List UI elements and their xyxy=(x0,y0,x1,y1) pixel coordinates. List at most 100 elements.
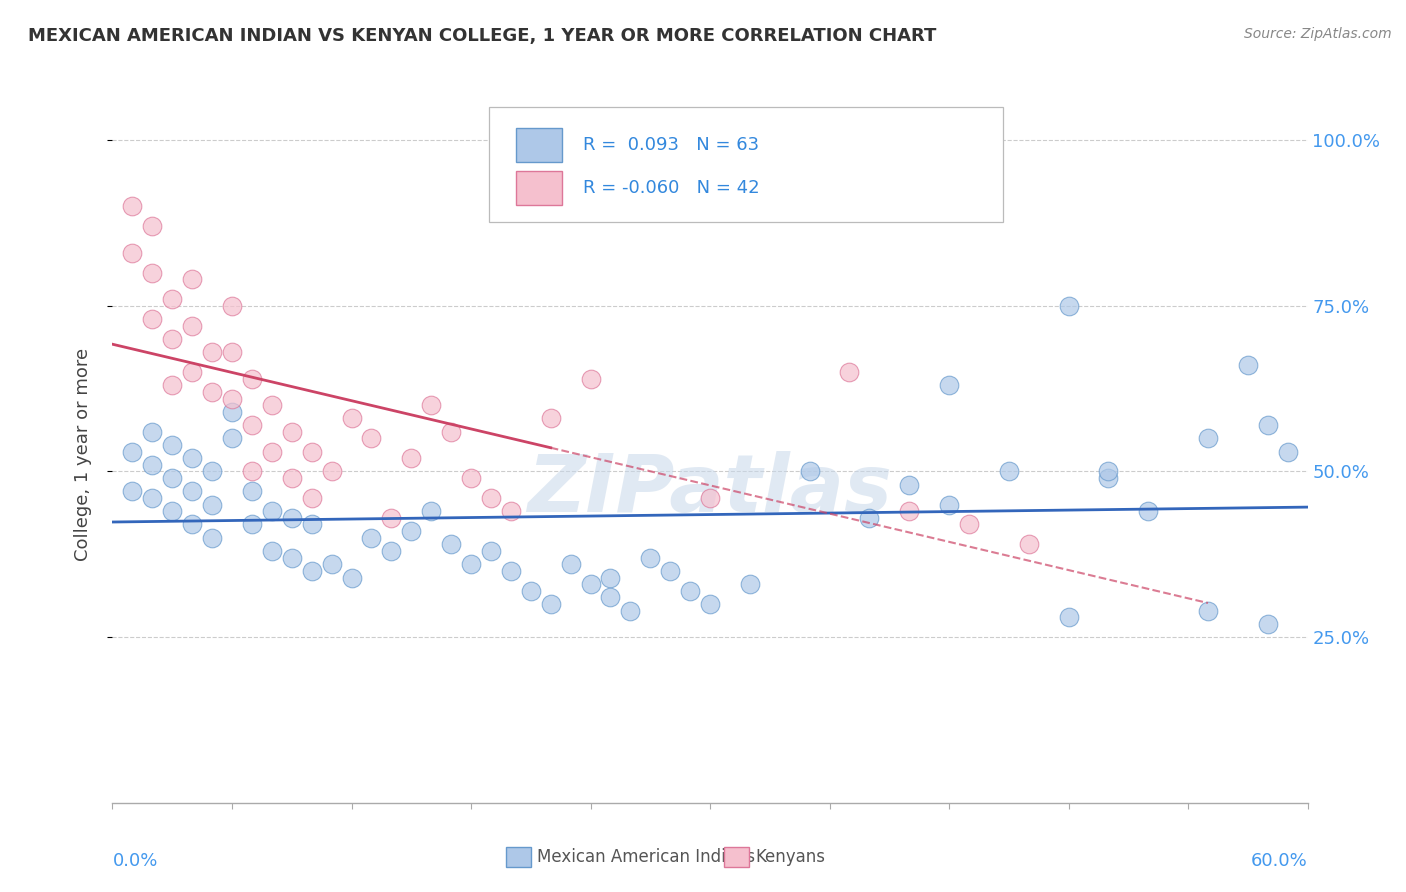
Point xyxy=(162,332,183,346)
Point xyxy=(162,292,183,306)
Point xyxy=(520,583,543,598)
Point xyxy=(201,384,224,399)
Point xyxy=(799,465,821,479)
Point xyxy=(221,299,243,313)
Point xyxy=(998,465,1021,479)
Point xyxy=(1097,465,1119,479)
Point xyxy=(181,272,204,286)
Point xyxy=(738,577,761,591)
Text: MEXICAN AMERICAN INDIAN VS KENYAN COLLEGE, 1 YEAR OR MORE CORRELATION CHART: MEXICAN AMERICAN INDIAN VS KENYAN COLLEG… xyxy=(28,27,936,45)
Point xyxy=(957,517,980,532)
Point xyxy=(221,345,243,359)
Text: ZIPatlas: ZIPatlas xyxy=(527,450,893,529)
Point xyxy=(1018,537,1040,551)
Point xyxy=(181,451,204,466)
Point xyxy=(1257,616,1279,631)
Point xyxy=(260,398,283,412)
Point xyxy=(321,465,343,479)
Point xyxy=(141,312,163,326)
Point xyxy=(380,511,402,525)
Point xyxy=(460,558,482,572)
Point xyxy=(162,438,183,452)
Point xyxy=(281,511,304,525)
Point xyxy=(401,451,423,466)
Point xyxy=(440,537,463,551)
Point xyxy=(401,524,423,538)
Y-axis label: College, 1 year or more: College, 1 year or more xyxy=(73,349,91,561)
Point xyxy=(579,577,602,591)
Point xyxy=(638,550,662,565)
Point xyxy=(360,431,382,445)
Point xyxy=(141,425,163,439)
Point xyxy=(301,564,323,578)
Text: R =  0.093   N = 63: R = 0.093 N = 63 xyxy=(583,136,759,154)
Point xyxy=(221,431,243,445)
Point xyxy=(1237,359,1260,373)
Text: R = -0.060   N = 42: R = -0.060 N = 42 xyxy=(583,179,761,197)
Point xyxy=(838,365,860,379)
Point xyxy=(380,544,402,558)
Point xyxy=(260,444,283,458)
Point xyxy=(699,597,721,611)
Point xyxy=(240,465,263,479)
Point xyxy=(260,504,283,518)
Point xyxy=(221,392,243,406)
Point xyxy=(121,245,143,260)
Point xyxy=(619,604,641,618)
Point xyxy=(1197,431,1219,445)
Text: Kenyans: Kenyans xyxy=(755,848,825,866)
Point xyxy=(560,558,582,572)
Point xyxy=(938,378,960,392)
Text: Source: ZipAtlas.com: Source: ZipAtlas.com xyxy=(1244,27,1392,41)
Point xyxy=(162,378,183,392)
Point xyxy=(281,425,304,439)
Text: 60.0%: 60.0% xyxy=(1251,852,1308,870)
Point xyxy=(540,597,562,611)
Point xyxy=(240,517,263,532)
Point xyxy=(699,491,721,505)
Point xyxy=(479,544,502,558)
Point xyxy=(898,504,921,518)
Point xyxy=(141,458,163,472)
Point xyxy=(579,372,602,386)
FancyBboxPatch shape xyxy=(489,107,1002,222)
Point xyxy=(340,570,363,584)
Point xyxy=(240,372,263,386)
Point xyxy=(162,504,183,518)
Point xyxy=(420,398,443,412)
Point xyxy=(201,465,224,479)
Point xyxy=(301,517,323,532)
Point xyxy=(499,504,522,518)
Point xyxy=(1197,604,1219,618)
Point xyxy=(181,484,204,499)
Point xyxy=(181,318,204,333)
Point xyxy=(301,444,323,458)
Point xyxy=(1097,471,1119,485)
Point xyxy=(141,219,163,234)
Point xyxy=(181,365,204,379)
Point xyxy=(1137,504,1160,518)
Point xyxy=(460,471,482,485)
Point xyxy=(121,199,143,213)
Point xyxy=(141,266,163,280)
Point xyxy=(201,531,224,545)
Point xyxy=(659,564,682,578)
Point xyxy=(141,491,163,505)
Point xyxy=(301,491,323,505)
Point xyxy=(321,558,343,572)
Point xyxy=(1277,444,1299,458)
Point xyxy=(1257,418,1279,433)
Point xyxy=(340,411,363,425)
Point xyxy=(599,570,621,584)
Point xyxy=(121,444,143,458)
Point xyxy=(201,498,224,512)
Point xyxy=(440,425,463,439)
Point xyxy=(240,484,263,499)
Point xyxy=(162,471,183,485)
Point xyxy=(281,471,304,485)
Point xyxy=(221,405,243,419)
Point xyxy=(499,564,522,578)
Text: 0.0%: 0.0% xyxy=(112,852,157,870)
Point xyxy=(420,504,443,518)
FancyBboxPatch shape xyxy=(516,171,562,205)
